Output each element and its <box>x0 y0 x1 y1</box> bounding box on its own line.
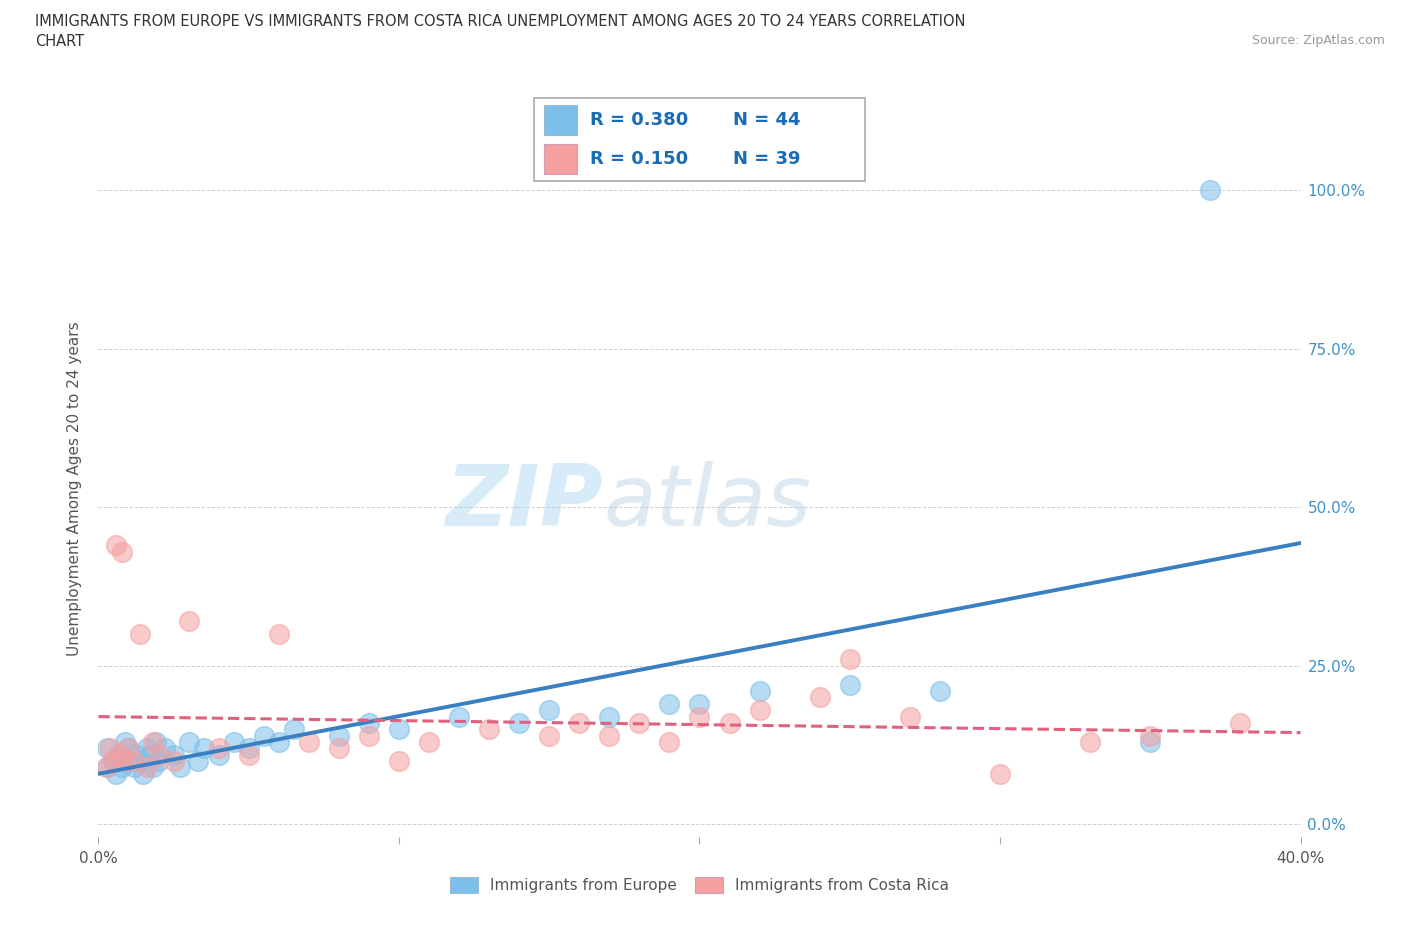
Point <box>111 760 134 775</box>
Point <box>538 703 561 718</box>
Point <box>357 728 380 743</box>
Point <box>148 753 170 768</box>
FancyBboxPatch shape <box>544 105 578 135</box>
Point <box>169 760 191 775</box>
Point <box>162 753 184 768</box>
Text: ZIP: ZIP <box>446 460 603 544</box>
Point <box>538 728 561 743</box>
Text: R = 0.380: R = 0.380 <box>591 112 689 129</box>
Point <box>132 766 155 781</box>
Point <box>238 747 260 762</box>
Point <box>388 722 411 737</box>
Point <box>124 760 146 775</box>
Point <box>658 697 681 711</box>
Point <box>111 544 134 559</box>
Point <box>222 735 245 750</box>
Point <box>148 747 170 762</box>
Point <box>748 703 770 718</box>
Point <box>388 753 411 768</box>
Point <box>838 652 860 667</box>
Point <box>238 741 260 756</box>
Point <box>135 760 157 775</box>
Text: N = 44: N = 44 <box>733 112 800 129</box>
Point <box>1139 728 1161 743</box>
Point <box>988 766 1011 781</box>
Text: Source: ZipAtlas.com: Source: ZipAtlas.com <box>1251 34 1385 47</box>
Point <box>689 697 711 711</box>
Point <box>96 760 118 775</box>
Point <box>108 747 131 762</box>
Point <box>478 722 501 737</box>
Text: N = 39: N = 39 <box>733 150 800 167</box>
Point <box>114 753 136 768</box>
Point <box>1078 735 1101 750</box>
FancyBboxPatch shape <box>534 98 865 181</box>
Point <box>929 684 952 698</box>
Point <box>283 722 305 737</box>
Point <box>328 741 350 756</box>
Point <box>141 735 163 750</box>
Point <box>103 753 125 768</box>
Point <box>208 741 231 756</box>
Point <box>135 741 157 756</box>
Point <box>568 715 591 730</box>
Text: R = 0.150: R = 0.150 <box>591 150 689 167</box>
Point <box>208 747 231 762</box>
Point <box>129 753 152 768</box>
Point <box>598 728 620 743</box>
Point <box>105 538 128 552</box>
Point <box>689 709 711 724</box>
Point <box>1139 735 1161 750</box>
Point <box>124 753 146 768</box>
Point <box>117 741 139 756</box>
Point <box>1199 183 1222 198</box>
Point <box>108 747 131 762</box>
Point <box>357 715 380 730</box>
Point <box>447 709 470 724</box>
Text: IMMIGRANTS FROM EUROPE VS IMMIGRANTS FROM COSTA RICA UNEMPLOYMENT AMONG AGES 20 : IMMIGRANTS FROM EUROPE VS IMMIGRANTS FRO… <box>35 14 966 29</box>
Point <box>267 627 290 642</box>
Point <box>103 753 125 768</box>
Point <box>187 753 209 768</box>
Point <box>508 715 530 730</box>
Point <box>138 747 160 762</box>
Point <box>1229 715 1251 730</box>
Point <box>141 760 163 775</box>
Point <box>628 715 651 730</box>
Point <box>117 741 139 756</box>
Text: atlas: atlas <box>603 460 811 544</box>
Point <box>162 747 184 762</box>
Y-axis label: Unemployment Among Ages 20 to 24 years: Unemployment Among Ages 20 to 24 years <box>67 321 83 656</box>
Point <box>177 735 200 750</box>
Point <box>838 677 860 692</box>
FancyBboxPatch shape <box>544 144 578 174</box>
Point <box>114 735 136 750</box>
Point <box>96 741 118 756</box>
Point <box>658 735 681 750</box>
Point <box>127 747 149 762</box>
Point <box>105 766 128 781</box>
Point <box>145 735 167 750</box>
Point <box>117 753 139 768</box>
Point <box>328 728 350 743</box>
Point <box>598 709 620 724</box>
Point <box>253 728 276 743</box>
Point <box>100 741 122 756</box>
Point <box>267 735 290 750</box>
Point <box>96 760 118 775</box>
Point <box>808 690 831 705</box>
Point <box>418 735 440 750</box>
Point <box>193 741 215 756</box>
Point <box>177 614 200 629</box>
Point <box>129 627 152 642</box>
Point <box>718 715 741 730</box>
Point <box>153 741 176 756</box>
Point <box>898 709 921 724</box>
Text: CHART: CHART <box>35 34 84 49</box>
Point <box>748 684 770 698</box>
Point <box>298 735 321 750</box>
Legend: Immigrants from Europe, Immigrants from Costa Rica: Immigrants from Europe, Immigrants from … <box>444 870 955 899</box>
